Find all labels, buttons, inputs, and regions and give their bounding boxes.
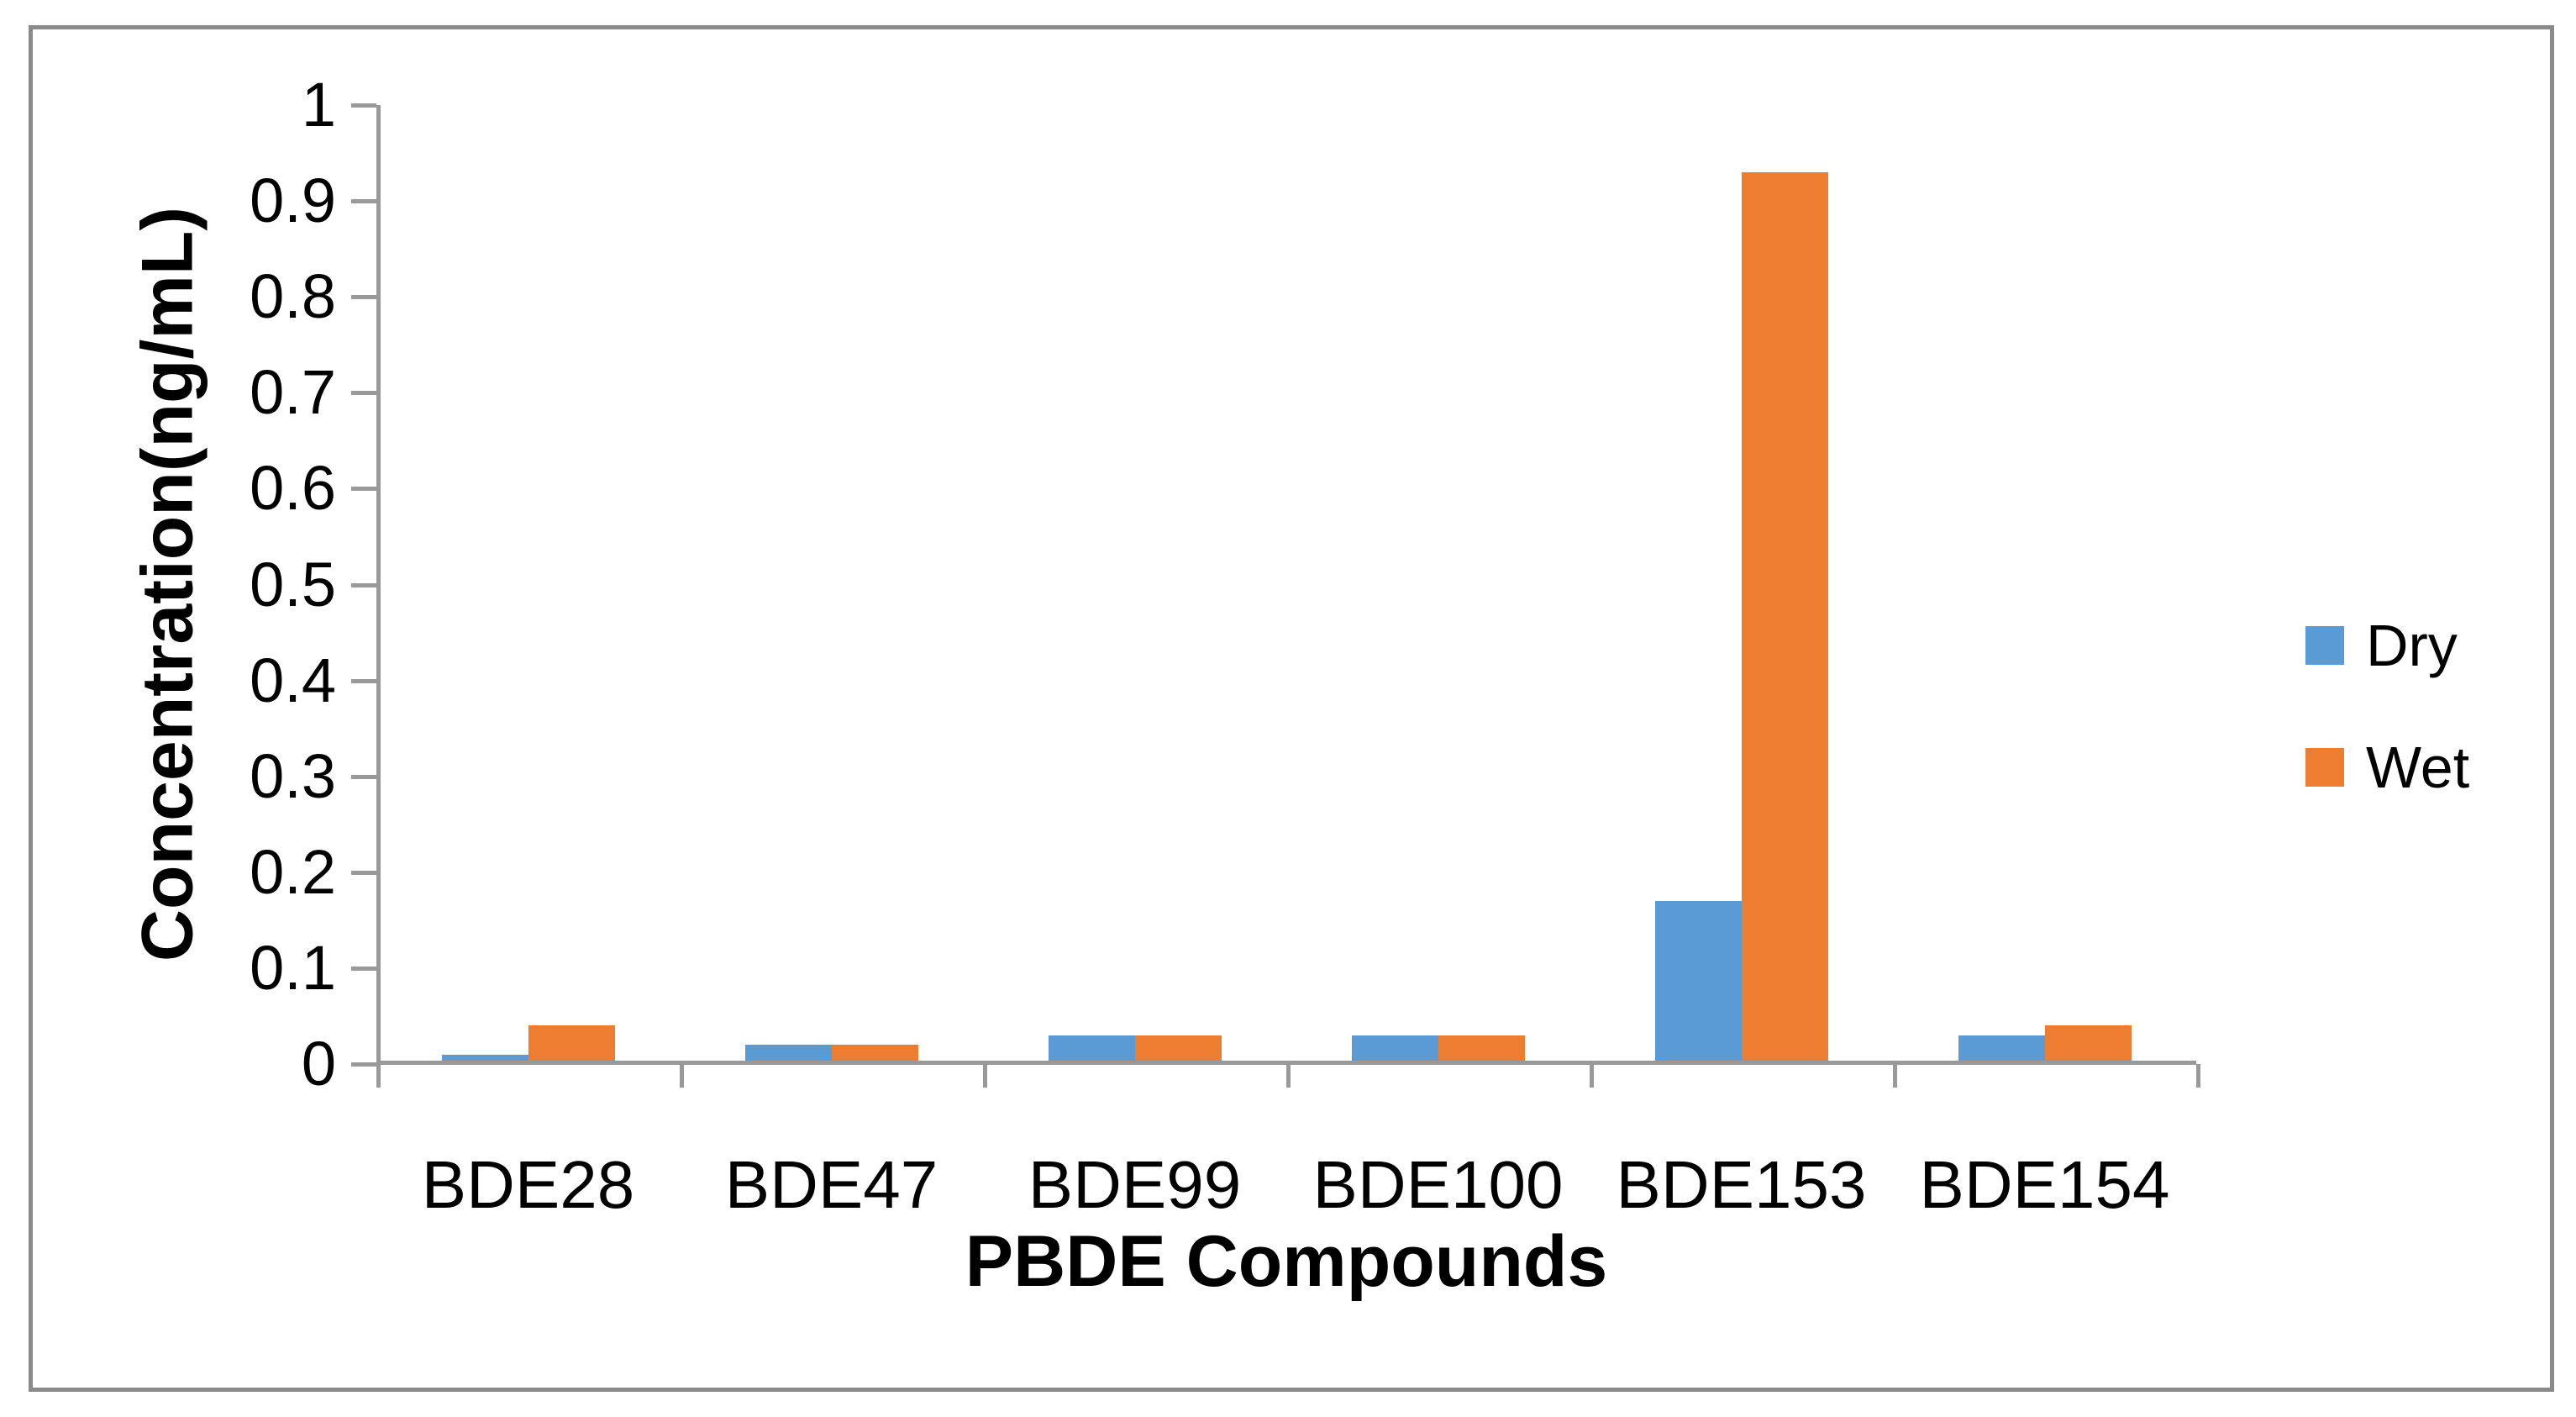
y-tick [351,103,376,108]
bar-wet-BDE153 [1742,172,1828,1064]
category-label-bde154: BDE154 [1919,1147,2170,1222]
y-tick [351,775,376,779]
y-tick [351,199,376,203]
y-tick [351,967,376,971]
y-tick-label: 0.6 [250,453,336,523]
y-tick [351,295,376,299]
x-tick [680,1064,684,1088]
y-tick-label: 0.3 [250,741,336,811]
y-tick [351,1062,376,1067]
x-tick [1590,1064,1594,1088]
bar-dry-BDE100 [1352,1035,1438,1064]
legend-item-dry: Dry [2305,607,2469,684]
bar-dry-BDE99 [1049,1035,1135,1064]
y-tick [351,871,376,875]
y-tick-label: 0.2 [250,837,336,907]
bar-wet-BDE47 [832,1045,918,1064]
y-tick-label: 0 [301,1029,336,1098]
category-label-bde100: BDE100 [1312,1147,1564,1222]
y-tick-label: 0.8 [250,261,336,331]
bar-wet-BDE100 [1438,1035,1525,1064]
legend: Dry Wet [2305,607,2469,851]
x-tick [983,1064,987,1088]
y-tick-label: 0.9 [250,166,336,235]
legend-label-wet: Wet [2366,735,2470,800]
bar-wet-BDE28 [528,1025,615,1064]
bar-wet-BDE99 [1135,1035,1222,1064]
bar-dry-BDE47 [745,1045,832,1064]
y-tick [351,487,376,491]
y-tick [351,679,376,683]
legend-item-wet: Wet [2305,729,2469,806]
y-tick-label: 1 [301,70,336,140]
x-axis-title: PBDE Compounds [965,1221,1608,1302]
y-tick [351,583,376,587]
y-tick-label: 0.1 [250,933,336,1003]
y-axis-line [376,105,381,1088]
y-tick [351,391,376,395]
bar-dry-BDE28 [442,1055,528,1064]
bar-wet-BDE154 [2045,1025,2132,1064]
legend-swatch-dry [2305,626,2344,665]
category-label-bde47: BDE47 [724,1147,938,1222]
x-axis-line [376,1061,2196,1065]
x-tick [1893,1064,1897,1088]
category-label-bde99: BDE99 [1028,1147,1242,1222]
x-tick [376,1064,381,1088]
y-tick-label: 0.7 [250,357,336,427]
category-label-bde28: BDE28 [421,1147,635,1222]
x-tick [1286,1064,1291,1088]
chart-outer-border [29,25,2554,1392]
y-tick-label: 0.5 [250,550,336,619]
x-tick [2196,1064,2200,1088]
legend-label-dry: Dry [2366,613,2458,678]
y-tick-label: 0.4 [250,645,336,715]
category-label-bde153: BDE153 [1616,1147,1867,1222]
bar-dry-BDE153 [1655,901,1742,1064]
legend-swatch-wet [2305,748,2344,787]
bar-dry-BDE154 [1958,1035,2045,1064]
